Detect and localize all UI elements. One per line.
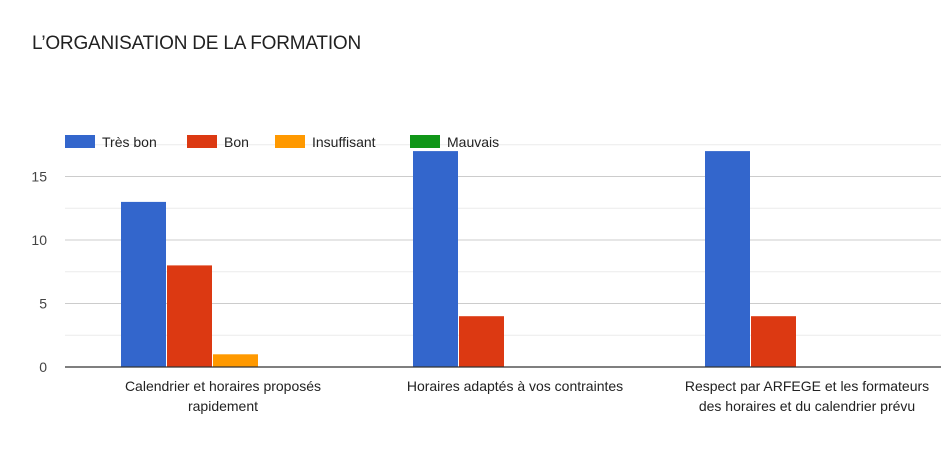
bar-très-bon-2[interactable] [705, 151, 750, 367]
x-category-label: des horaires et du calendrier prévu [699, 398, 915, 414]
y-tick-label: 0 [39, 359, 47, 375]
bar-très-bon-0[interactable] [121, 201, 166, 367]
legend-label: Insuffisant [312, 134, 376, 150]
x-category-label: Respect par ARFEGE et les formateurs [685, 378, 929, 394]
x-axis-categories: Calendrier et horaires proposés rapidemen… [125, 378, 929, 414]
legend-swatch [65, 135, 95, 148]
x-category-label: rapidement [188, 398, 258, 414]
bar-très-bon-1[interactable] [413, 151, 458, 367]
legend-item-très-bon[interactable]: Très bon [65, 134, 157, 150]
x-category-label: Horaires adaptés à vos contraintes [407, 378, 623, 394]
y-tick-label: 15 [31, 169, 47, 185]
bar-insuffisant-0[interactable] [213, 354, 258, 367]
legend-item-bon[interactable]: Bon [187, 134, 249, 150]
y-axis-ticks: 0 5 10 15 [31, 169, 47, 376]
bar-bon-2[interactable] [751, 316, 796, 367]
bars [121, 151, 796, 367]
legend-swatch [275, 135, 305, 148]
x-category-label: Calendrier et horaires proposés [125, 378, 321, 394]
legend-label: Mauvais [447, 134, 499, 150]
y-tick-label: 10 [31, 232, 47, 248]
y-tick-label: 5 [39, 296, 47, 312]
legend-swatch [410, 135, 440, 148]
legend[interactable]: Très bon Bon Insuffisant Mauvais [65, 134, 499, 150]
legend-label: Bon [224, 134, 249, 150]
chart-title: L’ORGANISATION DE LA FORMATION [32, 33, 362, 54]
bar-bon-0[interactable] [167, 265, 212, 367]
legend-item-mauvais[interactable]: Mauvais [410, 134, 499, 150]
legend-label: Très bon [102, 134, 157, 150]
legend-swatch [187, 135, 217, 148]
legend-item-insuffisant[interactable]: Insuffisant [275, 134, 376, 150]
bar-bon-1[interactable] [459, 316, 504, 367]
